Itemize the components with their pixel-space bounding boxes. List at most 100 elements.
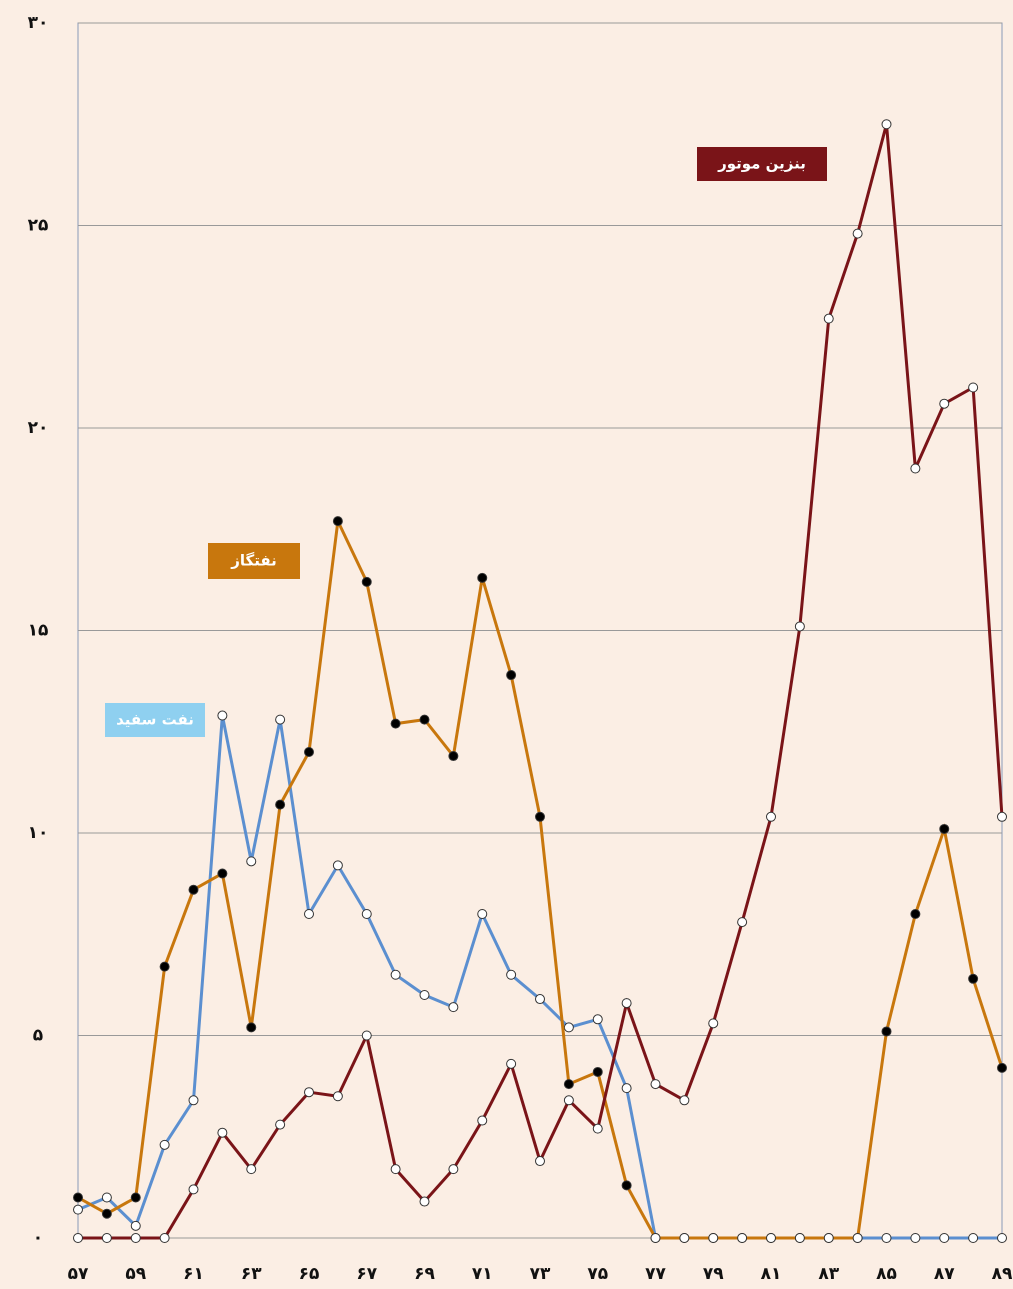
data-point bbox=[592, 1123, 603, 1134]
data-point bbox=[188, 1095, 199, 1106]
data-point bbox=[650, 1079, 661, 1090]
data-point bbox=[621, 1083, 632, 1094]
data-point bbox=[535, 1156, 545, 1167]
data-point bbox=[477, 909, 488, 919]
x-tick-label: ۷۵ bbox=[587, 1264, 608, 1284]
x-tick-label: ۸۵ bbox=[876, 1264, 897, 1284]
data-point bbox=[448, 1002, 459, 1013]
y-tick-label: ۲۰ bbox=[28, 418, 49, 438]
data-point bbox=[881, 1233, 892, 1243]
data-point bbox=[217, 868, 228, 879]
data-point bbox=[823, 313, 834, 324]
y-tick-label: ۳۰ bbox=[28, 13, 49, 33]
y-tick-label: ۰ bbox=[33, 1228, 43, 1248]
data-point bbox=[448, 751, 459, 762]
x-tick-label: ۷۹ bbox=[703, 1264, 724, 1284]
data-point bbox=[708, 1233, 719, 1243]
data-point bbox=[881, 1026, 892, 1037]
data-point bbox=[910, 463, 921, 474]
data-point bbox=[275, 714, 286, 725]
data-point bbox=[794, 621, 805, 632]
data-point bbox=[73, 1204, 83, 1215]
x-tick-label: ۸۷ bbox=[934, 1264, 955, 1284]
data-point bbox=[130, 1192, 141, 1203]
x-tick-label: ۸۱ bbox=[761, 1264, 782, 1284]
data-point bbox=[275, 1119, 286, 1130]
x-tick-label: ۶۳ bbox=[241, 1264, 262, 1284]
data-point bbox=[159, 1233, 170, 1243]
data-point bbox=[737, 917, 748, 928]
y-tick-label: ۱۰ bbox=[28, 823, 49, 843]
data-point bbox=[535, 811, 545, 822]
data-point bbox=[506, 969, 517, 980]
x-tick-label: ۵۹ bbox=[125, 1264, 146, 1284]
legend-box bbox=[208, 543, 300, 579]
data-point bbox=[592, 1014, 603, 1025]
data-point bbox=[73, 1233, 83, 1243]
data-point bbox=[246, 856, 257, 867]
data-point bbox=[101, 1192, 112, 1203]
data-point bbox=[535, 994, 545, 1005]
legend-label: نفت سفید bbox=[116, 711, 194, 729]
y-tick-label: ۱۵ bbox=[28, 621, 49, 641]
data-point bbox=[332, 516, 343, 527]
data-point bbox=[477, 572, 488, 583]
legend-box bbox=[697, 147, 827, 181]
data-point bbox=[563, 1095, 574, 1106]
data-point bbox=[563, 1079, 574, 1090]
data-point bbox=[737, 1233, 748, 1243]
data-point bbox=[217, 710, 228, 721]
data-point bbox=[390, 718, 401, 729]
data-point bbox=[939, 1233, 950, 1243]
data-point bbox=[679, 1233, 690, 1243]
data-point bbox=[621, 1180, 632, 1191]
data-point bbox=[188, 884, 199, 895]
x-tick-label: ۸۳ bbox=[818, 1264, 839, 1284]
data-point bbox=[477, 1115, 488, 1126]
data-point bbox=[304, 747, 314, 757]
data-point bbox=[448, 1164, 459, 1175]
data-point bbox=[679, 1095, 690, 1106]
data-point bbox=[563, 1022, 574, 1033]
x-tick-label: ۶۹ bbox=[414, 1264, 435, 1284]
data-point bbox=[766, 1233, 776, 1243]
data-point bbox=[881, 119, 892, 130]
data-point bbox=[506, 670, 517, 681]
data-point bbox=[246, 1164, 257, 1175]
x-tick-label: ۷۷ bbox=[645, 1264, 666, 1284]
data-point bbox=[910, 909, 921, 919]
data-point bbox=[419, 1196, 430, 1207]
data-point bbox=[390, 1164, 401, 1175]
data-point bbox=[968, 1233, 979, 1243]
data-point bbox=[852, 1233, 863, 1243]
x-tick-label: ۶۷ bbox=[356, 1264, 377, 1284]
data-point bbox=[361, 909, 372, 919]
data-point bbox=[275, 799, 286, 810]
data-point bbox=[217, 1127, 228, 1138]
data-point bbox=[304, 909, 314, 919]
data-point bbox=[708, 1018, 719, 1029]
data-point bbox=[968, 973, 979, 984]
legend-box bbox=[105, 703, 205, 737]
data-point bbox=[997, 1062, 1007, 1073]
data-point bbox=[823, 1233, 834, 1243]
data-point bbox=[766, 811, 776, 822]
data-point bbox=[332, 860, 343, 871]
y-tick-label: ۵ bbox=[33, 1026, 43, 1046]
data-point bbox=[390, 969, 401, 980]
x-tick-label: ۵۷ bbox=[68, 1264, 89, 1284]
data-point bbox=[592, 1066, 603, 1077]
data-point bbox=[361, 576, 372, 587]
data-point bbox=[159, 961, 170, 972]
data-point bbox=[650, 1233, 661, 1243]
data-point bbox=[101, 1233, 112, 1243]
data-point bbox=[304, 1087, 314, 1098]
x-tick-label: ۸۹ bbox=[992, 1264, 1013, 1284]
data-point bbox=[130, 1220, 141, 1231]
data-point bbox=[101, 1208, 112, 1219]
data-point bbox=[73, 1192, 83, 1203]
data-point bbox=[361, 1030, 372, 1041]
data-point bbox=[968, 382, 979, 393]
